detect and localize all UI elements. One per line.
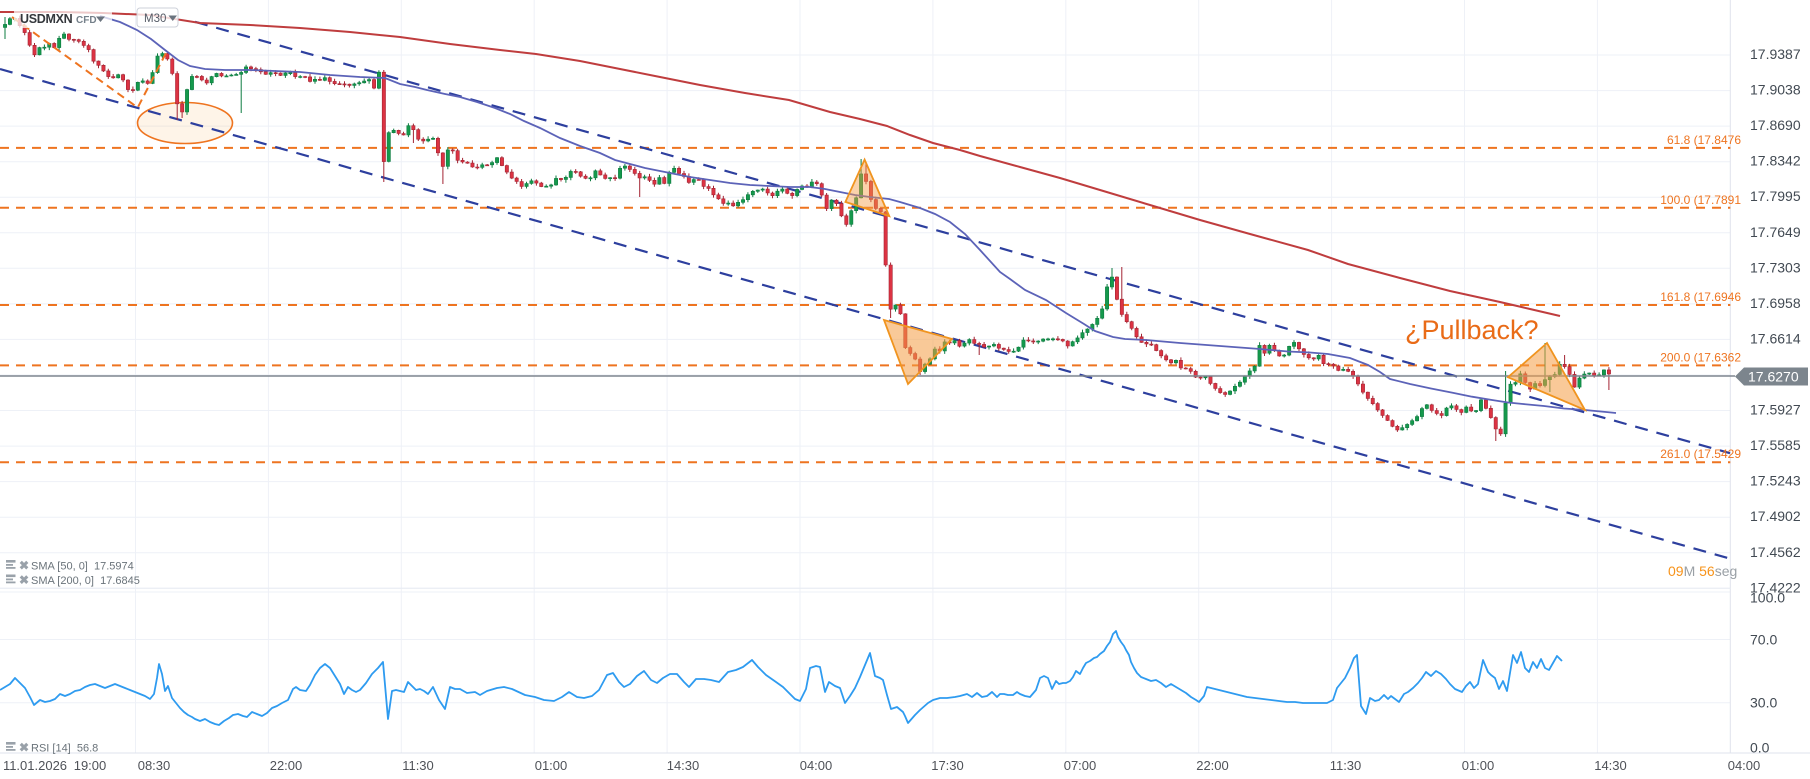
svg-text:11:30: 11:30 [1330,758,1362,773]
svg-text:17.8342: 17.8342 [1750,153,1801,169]
svg-text:USDMXN: USDMXN [20,12,73,26]
svg-text:01:00: 01:00 [535,758,568,773]
svg-text:19:00: 19:00 [74,758,107,773]
svg-text:M30: M30 [144,13,166,25]
svg-text:¿Pullback?: ¿Pullback? [1405,315,1539,345]
svg-text:17.9038: 17.9038 [1750,82,1801,98]
svg-text:17.7303: 17.7303 [1750,259,1801,275]
svg-text:09M 56seg: 09M 56seg [1668,563,1737,579]
svg-text:SMA [50, 0] 17.5974: SMA [50, 0] 17.5974 [31,561,134,573]
svg-text:✖: ✖ [19,573,29,587]
svg-text:17.4902: 17.4902 [1750,508,1801,524]
svg-text:17.5243: 17.5243 [1750,473,1801,489]
svg-text:70.0: 70.0 [1750,632,1777,648]
svg-text:261.0 (17.5429: 261.0 (17.5429 [1660,447,1741,461]
svg-text:17.4222: 17.4222 [1750,579,1801,595]
svg-text:07:00: 07:00 [1064,758,1097,773]
svg-text:01:00: 01:00 [1462,758,1495,773]
svg-text:161.8 (17.6946: 161.8 (17.6946 [1660,290,1741,304]
svg-text:22:00: 22:00 [1196,758,1229,773]
svg-text:17.7649: 17.7649 [1750,224,1801,240]
svg-text:17.9387: 17.9387 [1750,46,1801,62]
svg-text:RSI [14] 56.8: RSI [14] 56.8 [31,743,98,755]
svg-text:✖: ✖ [19,559,29,573]
svg-text:17.6958: 17.6958 [1750,295,1801,311]
svg-text:17.4562: 17.4562 [1750,544,1801,560]
svg-text:14:30: 14:30 [667,758,700,773]
svg-text:100.0: 100.0 [1750,590,1785,606]
svg-text:14:30: 14:30 [1594,758,1627,773]
svg-text:17:30: 17:30 [931,758,964,773]
svg-text:11.01.2026: 11.01.2026 [3,758,67,773]
svg-text:22:00: 22:00 [270,758,303,773]
svg-text:17.7995: 17.7995 [1750,188,1801,204]
svg-text:200.0 (17.6362: 200.0 (17.6362 [1660,350,1741,364]
svg-text:08:30: 08:30 [138,758,171,773]
svg-text:61.8 (17.8476: 61.8 (17.8476 [1667,133,1741,147]
svg-text:SMA [200, 0] 17.6845: SMA [200, 0] 17.6845 [31,575,140,587]
svg-text:30.0: 30.0 [1750,695,1777,711]
svg-text:100.0 (17.7891: 100.0 (17.7891 [1660,193,1741,207]
svg-text:04:00: 04:00 [1728,758,1761,773]
svg-text:17.5585: 17.5585 [1750,437,1801,453]
svg-text:0.0: 0.0 [1750,740,1770,756]
svg-text:11:30: 11:30 [402,758,434,773]
svg-text:17.6614: 17.6614 [1750,330,1801,346]
svg-text:✖: ✖ [19,741,29,755]
svg-text:CFD: CFD [76,15,97,26]
svg-text:17.6270: 17.6270 [1748,369,1799,385]
svg-text:17.8690: 17.8690 [1750,117,1801,133]
svg-text:17.5927: 17.5927 [1750,402,1801,418]
svg-text:04:00: 04:00 [800,758,833,773]
